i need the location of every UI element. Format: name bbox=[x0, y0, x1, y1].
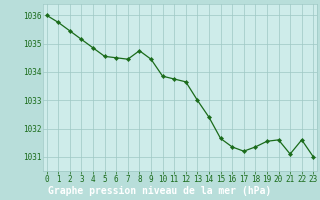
Text: Graphe pression niveau de la mer (hPa): Graphe pression niveau de la mer (hPa) bbox=[48, 186, 272, 196]
